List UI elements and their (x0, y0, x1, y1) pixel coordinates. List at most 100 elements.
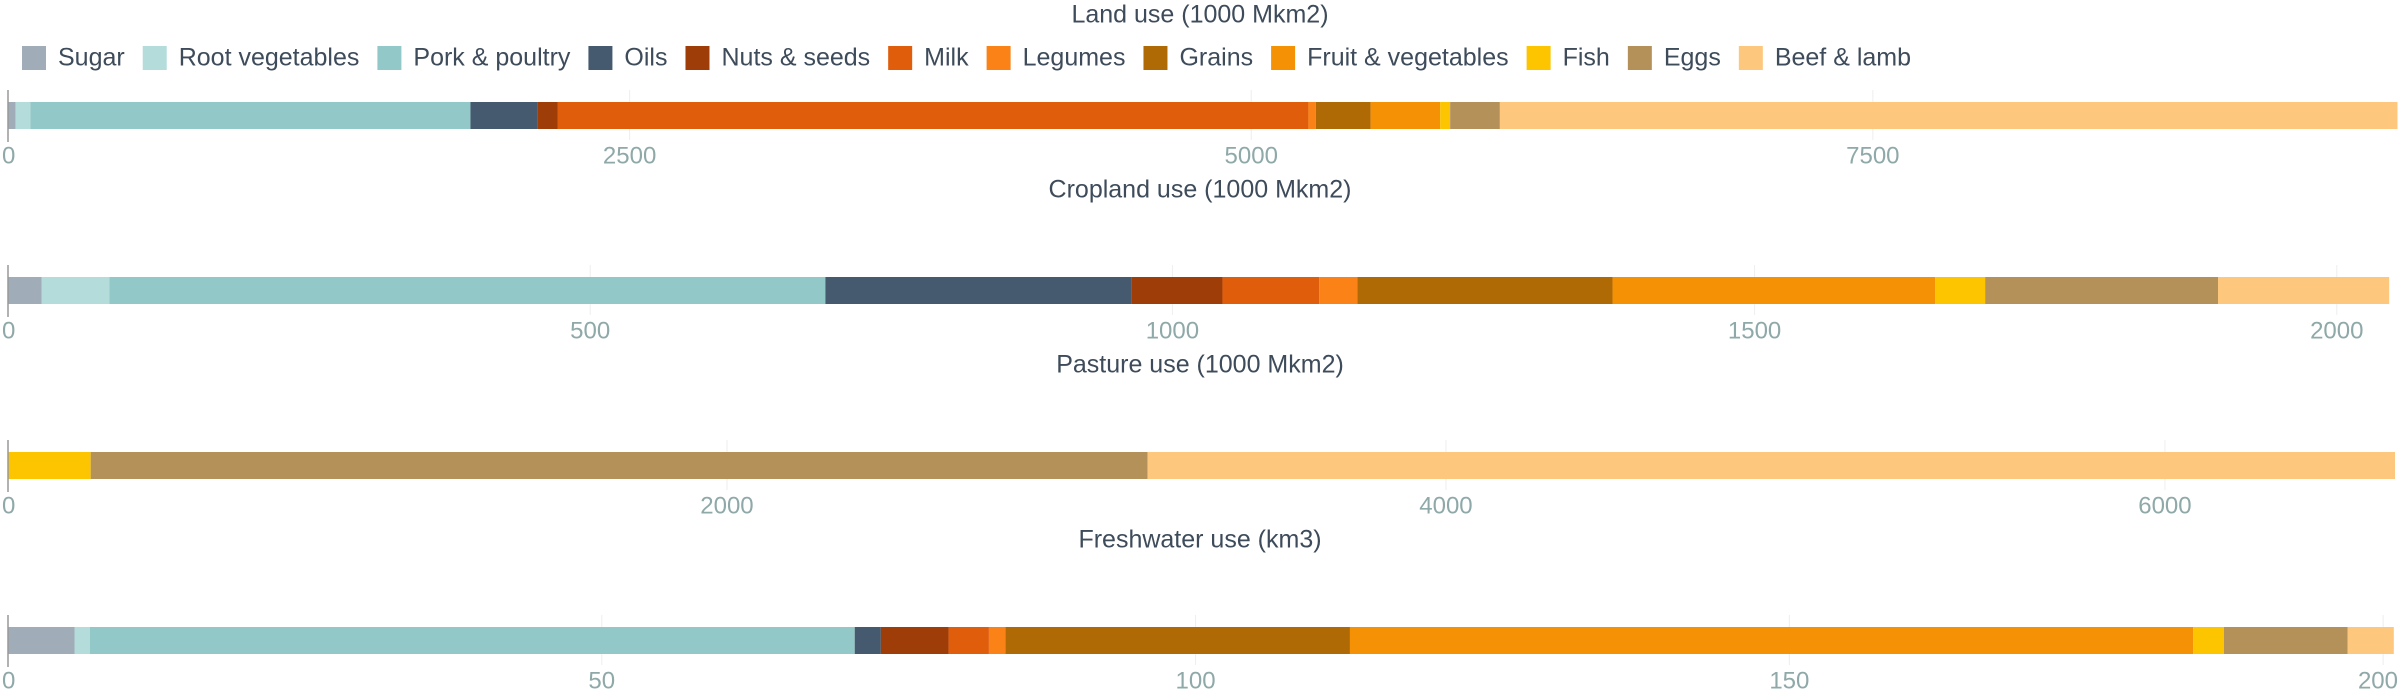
tick-label: 2000 (2310, 317, 2363, 344)
bar-segment-sugar (8, 627, 75, 654)
bar-segment-oils (825, 277, 1132, 304)
bar-segment-eggs (1985, 277, 2219, 304)
legend-item-sugar: Sugar (22, 44, 125, 72)
bar-segment-grains (1357, 277, 1613, 304)
bar-segment-pork-poultry (89, 627, 855, 654)
panel-title: Pasture use (1000 Mkm2) (1056, 351, 1344, 379)
tick-label: 6000 (2138, 492, 2191, 519)
legend-swatch-fruit-vegetables (1271, 46, 1296, 70)
tick-label: 200 (2358, 667, 2398, 694)
bar-segment-oils (470, 102, 538, 129)
panel-title: Freshwater use (km3) (1078, 526, 1321, 554)
panel-cropland-use-1000-mkm2: Cropland use (1000 Mkm2) 0 500 1000 1500 2000 (2, 176, 2390, 344)
legend-label-fruit-vegetables: Fruit & vegetables (1307, 44, 1509, 72)
tick-label: 7500 (1846, 142, 1899, 169)
legend-swatch-nuts-seeds (685, 46, 710, 70)
panel-land-use-1000-mkm2: Land use (1000 Mkm2) 0 2500 5000 7500 (2, 1, 2398, 169)
legend-item-beef-lamb: Beef & lamb (1738, 44, 1911, 72)
legend-label-milk: Milk (924, 44, 969, 72)
bar-segment-eggs (1450, 102, 1500, 129)
tick-label: 50 (588, 667, 615, 694)
bar-segment-fruit-vegetables (1349, 627, 2194, 654)
legend-swatch-milk (888, 46, 913, 70)
bar-segment-milk (1222, 277, 1320, 304)
legend-label-sugar: Sugar (58, 44, 125, 72)
panel-title: Cropland use (1000 Mkm2) (1049, 176, 1352, 204)
bar-segment-beef-lamb (2218, 277, 2390, 304)
legend-item-fruit-vegetables: Fruit & vegetables (1271, 44, 1509, 72)
legend-swatch-fish (1526, 46, 1551, 70)
bar-segment-eggs (90, 452, 1148, 479)
legend-item-nuts-seeds: Nuts & seeds (685, 44, 870, 72)
bar-segment-root-vegetables (74, 627, 90, 654)
tick-label: 5000 (1225, 142, 1278, 169)
bar-segment-legumes (1319, 277, 1358, 304)
legend-swatch-legumes (986, 46, 1011, 70)
legend-label-eggs: Eggs (1664, 44, 1721, 72)
legend-swatch-root-vegetables (142, 46, 167, 70)
legend-item-eggs: Eggs (1627, 44, 1721, 72)
bar-segment-fish (1935, 277, 1986, 304)
legend-swatch-eggs (1627, 46, 1652, 70)
tick-label: 4000 (1419, 492, 1472, 519)
tick-label: 0 (2, 317, 15, 344)
bar-segment-fish (1440, 102, 1451, 129)
panel-freshwater-use-km3: Freshwater use (km3) 0 50 100 150 200 (2, 526, 2398, 695)
bar-segment-root-vegetables (15, 102, 31, 129)
legend-label-beef-lamb: Beef & lamb (1775, 44, 1911, 72)
legend-item-pork-poultry: Pork & poultry (377, 44, 571, 72)
legend-item-oils: Oils (588, 44, 667, 72)
bar-segment-nuts-seeds (880, 627, 949, 654)
legend-label-nuts-seeds: Nuts & seeds (721, 44, 870, 72)
bar-segment-eggs (2223, 627, 2348, 654)
legend-label-root-vegetables: Root vegetables (179, 44, 360, 72)
bar-segment-beef-lamb (1147, 452, 2395, 479)
tick-label: 1000 (1146, 317, 1199, 344)
legend-label-pork-poultry: Pork & poultry (413, 44, 571, 72)
bar-segment-nuts-seeds (537, 102, 558, 129)
bar-segment-oils (854, 627, 881, 654)
legend-item-legumes: Legumes (986, 44, 1126, 72)
bar-segment-grains (1315, 102, 1371, 129)
bar-segment-milk (557, 102, 1309, 129)
tick-label: 0 (2, 667, 15, 694)
legend-item-grains: Grains (1143, 44, 1253, 72)
legend-swatch-oils (588, 46, 613, 70)
tick-label: 2500 (603, 142, 656, 169)
panel-pasture-use-1000-mkm2: Pasture use (1000 Mkm2) 0 2000 4000 6000 (2, 351, 2395, 519)
panel-title: Land use (1000 Mkm2) (1071, 1, 1328, 29)
bar-segment-sugar (8, 102, 16, 129)
bar-segment-grains (1005, 627, 1350, 654)
bar-segment-sugar (8, 277, 42, 304)
bar-segment-fish (2193, 627, 2224, 654)
tick-label: 150 (1769, 667, 1809, 694)
tick-label: 0 (2, 492, 15, 519)
tick-label: 0 (2, 142, 15, 169)
legend-swatch-beef-lamb (1738, 46, 1763, 70)
legend-item-fish: Fish (1526, 44, 1610, 72)
legend-item-root-vegetables: Root vegetables (142, 44, 360, 72)
legend-swatch-pork-poultry (377, 46, 402, 70)
legend-swatch-sugar (22, 46, 46, 70)
bar-segment-pork-poultry (30, 102, 471, 129)
legend-label-oils: Oils (624, 44, 667, 72)
bar-segment-nuts-seeds (1131, 277, 1223, 304)
tick-label: 100 (1176, 667, 1216, 694)
legend: Sugar Root vegetables Pork & poultry Oils Nu… (22, 44, 1911, 72)
bar-segment-beef-lamb (1499, 102, 2398, 129)
bar-segment-root-vegetables (41, 277, 110, 304)
bar-segment-beef-lamb (2347, 627, 2394, 654)
bar-segment-legumes (1308, 102, 1316, 129)
legend-label-legumes: Legumes (1023, 44, 1126, 72)
legend-item-milk: Milk (888, 44, 969, 72)
legend-label-fish: Fish (1563, 44, 1610, 72)
tick-label: 2000 (700, 492, 753, 519)
legend-label-grains: Grains (1179, 44, 1253, 72)
bar-segment-fruit-vegetables (1370, 102, 1441, 129)
bar-segment-milk (948, 627, 989, 654)
bar-segment-legumes (988, 627, 1006, 654)
legend-swatch-grains (1143, 46, 1168, 70)
bar-segment-pork-poultry (109, 277, 826, 304)
